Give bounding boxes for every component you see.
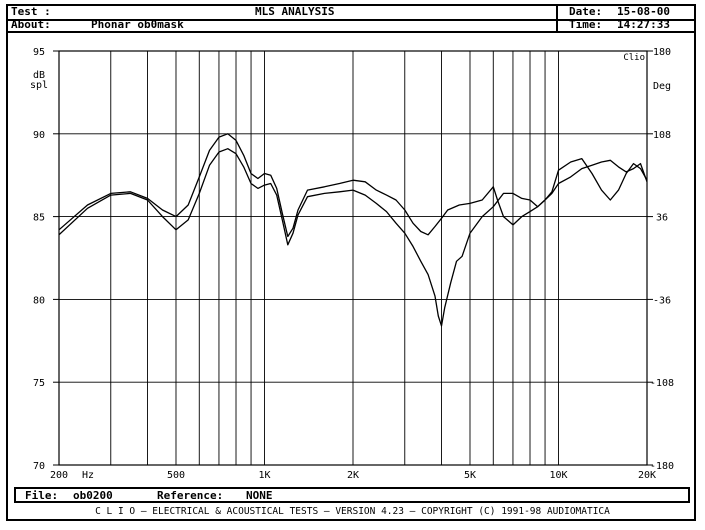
y-axis-label: dB bbox=[33, 70, 45, 81]
clio-window bbox=[6, 4, 696, 521]
response-curve-2 bbox=[59, 148, 647, 327]
file-label: File: bbox=[25, 489, 59, 502]
response-curve-1 bbox=[59, 133, 647, 238]
x-tick-label: 500 bbox=[167, 470, 185, 481]
reference-value: NONE bbox=[246, 489, 273, 502]
file-value: ob0200 bbox=[73, 489, 113, 502]
x-tick-label: 1K bbox=[258, 470, 270, 481]
y-tick-label: 95 bbox=[33, 47, 45, 58]
clio-corner-label: Clio bbox=[623, 53, 645, 63]
y2-tick-label: 36 bbox=[656, 213, 668, 224]
x-tick-label: 10K bbox=[549, 470, 567, 481]
y-tick-label: 80 bbox=[33, 295, 45, 306]
y2-tick-label: -180 bbox=[650, 461, 674, 472]
x-unit-label: Hz bbox=[82, 470, 94, 481]
time-label: Time: bbox=[569, 18, 603, 31]
header-bottom-divider bbox=[8, 31, 694, 33]
file-info-bar bbox=[14, 487, 690, 503]
x-tick-label: 20K bbox=[638, 470, 656, 481]
about-label: About: bbox=[11, 18, 51, 31]
y-tick-label: 85 bbox=[33, 213, 45, 224]
about-value: Phonar ob0mask bbox=[91, 18, 184, 31]
x-tick-label: 5K bbox=[464, 470, 476, 481]
y2-axis-label: Deg bbox=[653, 81, 671, 92]
header-column-divider bbox=[556, 6, 558, 31]
y-axis-unit-label: spl bbox=[30, 80, 48, 91]
y2-tick-label: -36 bbox=[653, 295, 671, 306]
time-value: 14:27:33 bbox=[617, 18, 670, 31]
page-title: MLS ANALYSIS bbox=[255, 5, 335, 18]
y-tick-label: 75 bbox=[33, 378, 45, 389]
header-divider bbox=[8, 19, 694, 21]
y2-tick-label: 108 bbox=[653, 130, 671, 141]
test-label: Test : bbox=[11, 5, 51, 18]
copyright-credit: C L I O – ELECTRICAL & ACOUSTICAL TESTS … bbox=[95, 506, 610, 517]
y-tick-label: 70 bbox=[33, 461, 45, 472]
x-tick-label: 200 bbox=[50, 470, 68, 481]
y2-tick-label: 180 bbox=[653, 47, 671, 58]
y2-tick-label: -108 bbox=[650, 378, 674, 389]
reference-label: Reference: bbox=[157, 489, 224, 502]
x-tick-label: 2K bbox=[347, 470, 359, 481]
date-value: 15-08-00 bbox=[617, 5, 670, 18]
y-tick-label: 90 bbox=[33, 130, 45, 141]
date-label: Date: bbox=[569, 5, 603, 18]
